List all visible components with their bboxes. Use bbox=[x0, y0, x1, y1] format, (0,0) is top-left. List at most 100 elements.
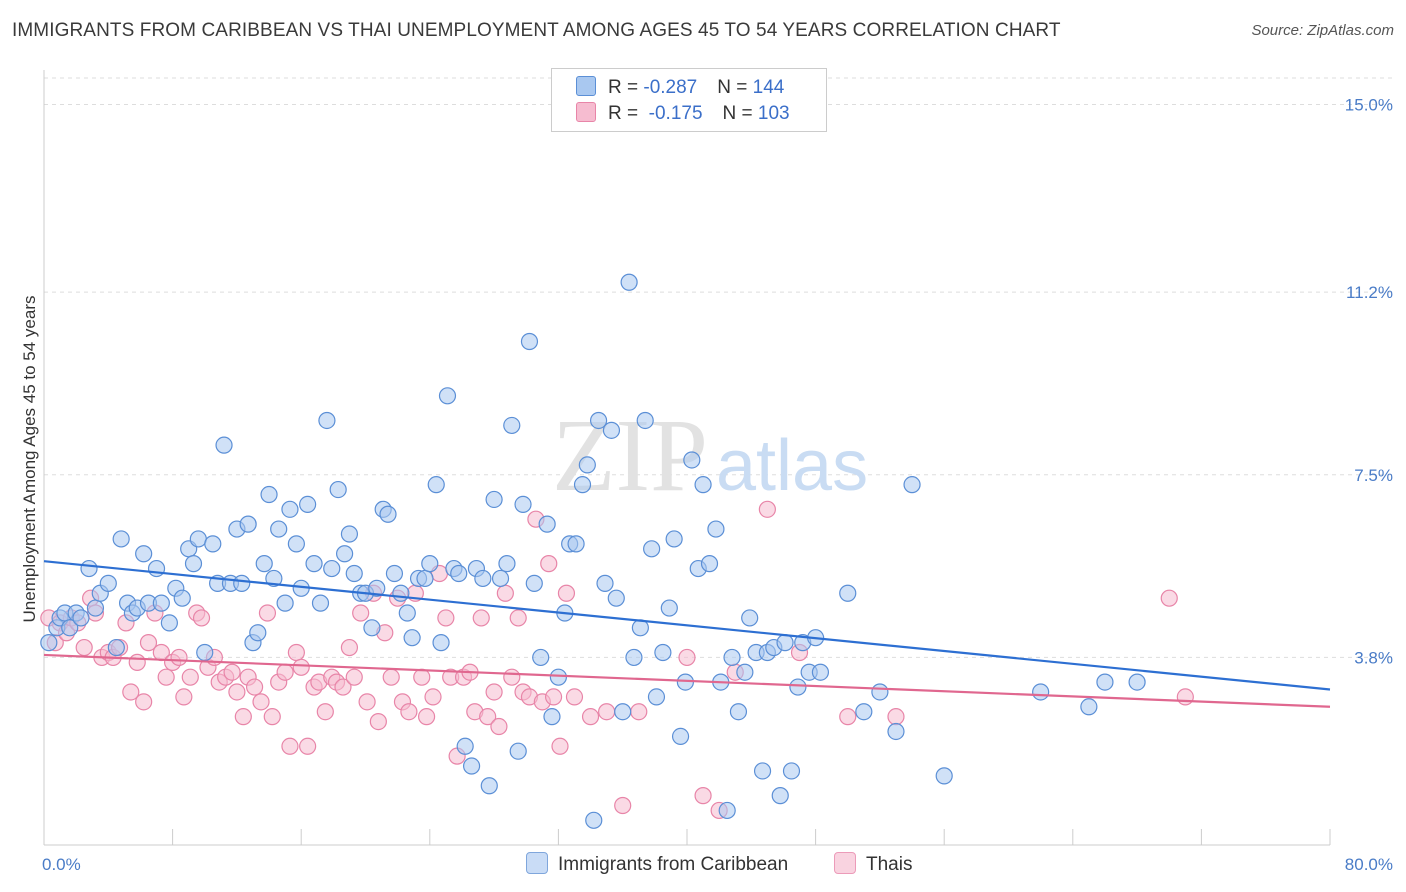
caribbean-point bbox=[614, 703, 632, 721]
thais-point bbox=[135, 693, 153, 711]
caribbean-point bbox=[249, 624, 267, 642]
legend-n-value: 144 bbox=[752, 77, 785, 98]
caribbean-point bbox=[811, 663, 830, 681]
thais-point bbox=[417, 708, 436, 726]
caribbean-point bbox=[215, 436, 233, 454]
caribbean-point bbox=[671, 727, 690, 746]
caribbean-point bbox=[299, 495, 317, 513]
thais-point bbox=[234, 708, 252, 726]
legend-r-value: -0.175 bbox=[643, 103, 703, 124]
legend-n-label: N = bbox=[722, 103, 758, 124]
thais-point bbox=[678, 648, 696, 667]
thais-point bbox=[245, 678, 264, 696]
caribbean-point bbox=[239, 515, 257, 533]
caribbean-point bbox=[1096, 673, 1114, 691]
legend-swatch-caribbean bbox=[526, 852, 548, 874]
caribbean-point bbox=[665, 530, 683, 548]
caribbean-point bbox=[287, 535, 305, 553]
caribbean-point bbox=[602, 421, 621, 439]
caribbean-point bbox=[107, 638, 125, 657]
caribbean-point bbox=[498, 555, 516, 573]
thais-point bbox=[345, 668, 363, 686]
caribbean-point bbox=[855, 703, 873, 721]
thais-point bbox=[252, 693, 270, 711]
caribbean-point bbox=[173, 589, 191, 607]
legend-swatch-thais bbox=[834, 852, 856, 874]
caribbean-point bbox=[491, 569, 510, 588]
caribbean-point bbox=[607, 589, 625, 607]
thais-point bbox=[292, 658, 310, 676]
chart-title: IMMIGRANTS FROM CARIBBEAN VS THAI UNEMPL… bbox=[12, 20, 1061, 41]
source-label: Source: ZipAtlas.com bbox=[1251, 22, 1394, 39]
thais-point bbox=[496, 584, 514, 602]
caribbean-point bbox=[416, 569, 434, 588]
caribbean-point bbox=[736, 663, 754, 681]
caribbean-point bbox=[525, 574, 543, 592]
caribbean-point bbox=[509, 742, 527, 760]
caribbean-point bbox=[336, 545, 354, 563]
thais-point bbox=[128, 653, 146, 671]
thais-point bbox=[340, 638, 359, 657]
caribbean-point bbox=[1128, 673, 1146, 691]
thais-point bbox=[192, 609, 211, 627]
caribbean-point bbox=[647, 688, 666, 706]
series-thais-points bbox=[40, 500, 1194, 820]
legend-item-thais[interactable]: Thais bbox=[834, 852, 912, 876]
thais-point bbox=[614, 796, 632, 815]
caribbean-point bbox=[276, 594, 294, 612]
caribbean-point bbox=[403, 629, 421, 647]
caribbean-point bbox=[438, 387, 457, 405]
caribbean-point bbox=[281, 500, 299, 518]
caribbean-point bbox=[589, 411, 608, 430]
thais-point bbox=[263, 708, 281, 726]
caribbean-point bbox=[340, 525, 359, 543]
grid-lines bbox=[44, 77, 1394, 658]
caribbean-point bbox=[204, 535, 222, 553]
thais-point bbox=[358, 693, 376, 711]
legend-item-caribbean[interactable]: Immigrants from Caribbean bbox=[526, 852, 788, 876]
caribbean-point bbox=[427, 476, 445, 494]
legend-n-value: 103 bbox=[757, 103, 790, 124]
thais-point bbox=[181, 668, 199, 686]
caribbean-point bbox=[935, 767, 953, 785]
caribbean-point bbox=[480, 777, 498, 795]
thais-point bbox=[485, 683, 503, 701]
thais-point bbox=[276, 663, 294, 681]
caribbean-point bbox=[368, 579, 386, 597]
caribbean-point bbox=[86, 599, 105, 617]
caribbean-point bbox=[196, 643, 214, 662]
caribbean-point bbox=[398, 604, 416, 622]
thais-point bbox=[1176, 688, 1194, 706]
thais-point bbox=[175, 688, 193, 706]
caribbean-point bbox=[776, 634, 794, 652]
thais-point bbox=[352, 604, 370, 622]
y-tick-label: 3.8% bbox=[1354, 648, 1393, 667]
thais-point bbox=[551, 737, 569, 755]
thais-point bbox=[287, 643, 305, 662]
thais-point bbox=[369, 712, 387, 731]
caribbean-point bbox=[379, 505, 397, 523]
caribbean-point bbox=[660, 599, 678, 617]
thais-point bbox=[281, 737, 299, 755]
y-tick-label: 11.2% bbox=[1346, 283, 1393, 302]
caribbean-point bbox=[654, 643, 672, 662]
caribbean-point bbox=[683, 451, 701, 469]
thais-point bbox=[544, 688, 563, 706]
y-axis-label: Unemployment Among Ages 45 to 54 years bbox=[20, 296, 39, 623]
x-tick-label: 80.0% bbox=[1345, 855, 1393, 874]
caribbean-point bbox=[311, 594, 330, 612]
caribbean-point bbox=[718, 801, 736, 820]
thais-point bbox=[472, 609, 490, 627]
thais-point bbox=[228, 683, 246, 701]
thais-point bbox=[509, 609, 527, 627]
caribbean-point bbox=[80, 559, 98, 578]
caribbean-point bbox=[771, 787, 789, 805]
legend-r-label: R = bbox=[608, 77, 644, 98]
caribbean-point bbox=[514, 495, 532, 513]
thais-point bbox=[170, 648, 188, 667]
caribbean-point bbox=[1080, 698, 1098, 716]
caribbean-point bbox=[318, 411, 336, 430]
thais-point bbox=[75, 638, 93, 657]
caribbean-point bbox=[543, 708, 561, 726]
